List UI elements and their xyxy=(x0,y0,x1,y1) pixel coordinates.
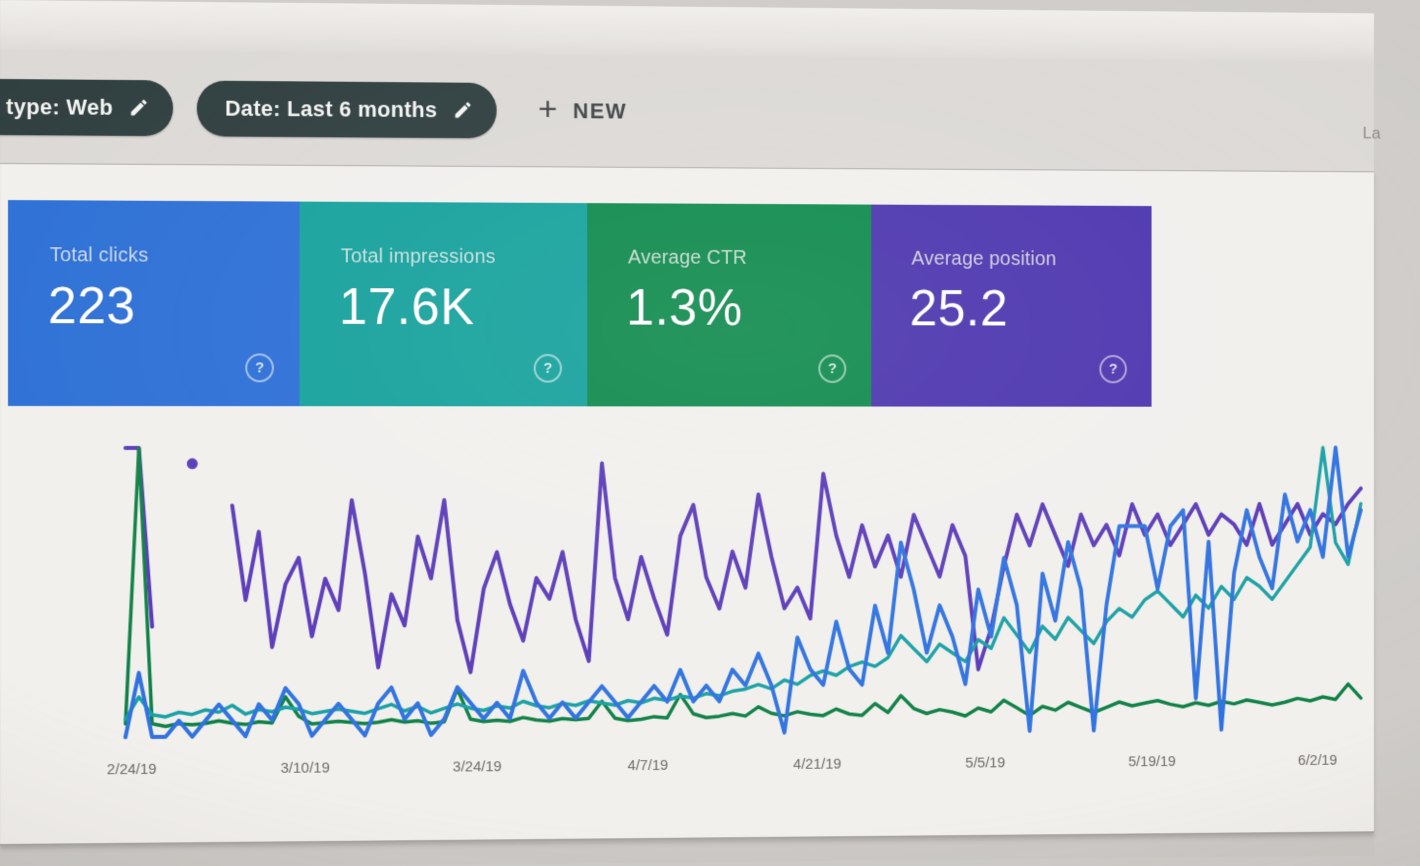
series-line-clicks xyxy=(125,448,1360,738)
metric-card-average-position[interactable]: Average position 25.2? xyxy=(871,204,1152,407)
metric-label: Total impressions xyxy=(340,245,496,268)
x-axis-label: 4/7/19 xyxy=(627,757,669,775)
metric-value: 1.3% xyxy=(626,279,743,337)
metric-value: 25.2 xyxy=(909,280,1009,338)
performance-chart[interactable] xyxy=(125,432,1360,743)
filter-chip-search-type[interactable]: type: Web xyxy=(0,77,174,136)
filter-chip-date-range[interactable]: Date: Last 6 months xyxy=(197,80,498,138)
edit-icon[interactable] xyxy=(453,99,474,120)
metric-card-average-ctr[interactable]: Average CTR 1.3%? xyxy=(587,203,872,407)
metric-label: Average position xyxy=(911,247,1057,270)
x-axis-label: 6/2/19 xyxy=(1297,752,1338,769)
metric-cards-row: Total clicks 223? Total impressions 17.6K? A… xyxy=(7,200,1152,407)
metric-value: 17.6K xyxy=(338,278,475,337)
last-updated-cutoff-text: La xyxy=(1362,123,1381,143)
metric-value: 223 xyxy=(47,277,136,336)
filter-chip-label: type: Web xyxy=(5,93,113,120)
metric-label: Total clicks xyxy=(49,244,149,267)
performance-panel: Total clicks 223? Total impressions 17.6K? A… xyxy=(0,164,1374,846)
edit-icon[interactable] xyxy=(129,97,150,118)
chart-canvas xyxy=(125,432,1360,743)
search-console-ui: type: Web Date: Last 6 months + NEW La T… xyxy=(0,0,1381,846)
new-filter-button[interactable]: + NEW xyxy=(537,89,628,128)
x-axis-label: 3/10/19 xyxy=(280,759,330,777)
filter-bar: type: Web Date: Last 6 months + NEW La xyxy=(0,50,1381,173)
help-icon[interactable]: ? xyxy=(245,353,274,383)
x-axis-label: 4/21/19 xyxy=(793,755,842,773)
x-axis-label: 3/24/19 xyxy=(452,758,502,776)
new-filter-label: NEW xyxy=(572,97,628,123)
x-axis-label: 5/5/19 xyxy=(965,754,1006,772)
filter-chip-label: Date: Last 6 months xyxy=(224,95,438,122)
help-icon[interactable]: ? xyxy=(818,354,847,383)
plus-icon: + xyxy=(537,89,558,128)
x-axis-label: 5/19/19 xyxy=(1128,753,1176,771)
help-icon[interactable]: ? xyxy=(533,353,562,383)
metric-label: Average CTR xyxy=(628,246,748,269)
metric-card-total-impressions[interactable]: Total impressions 17.6K? xyxy=(299,201,588,407)
x-axis: 2/24/19 3/10/19 3/24/19 4/7/19 4/21/19 5/5/19… xyxy=(107,752,1360,787)
series-point-position xyxy=(186,458,198,470)
help-icon[interactable]: ? xyxy=(1099,354,1127,384)
x-axis-label: 2/24/19 xyxy=(106,760,157,779)
metric-card-total-clicks[interactable]: Total clicks 223? xyxy=(7,200,300,407)
